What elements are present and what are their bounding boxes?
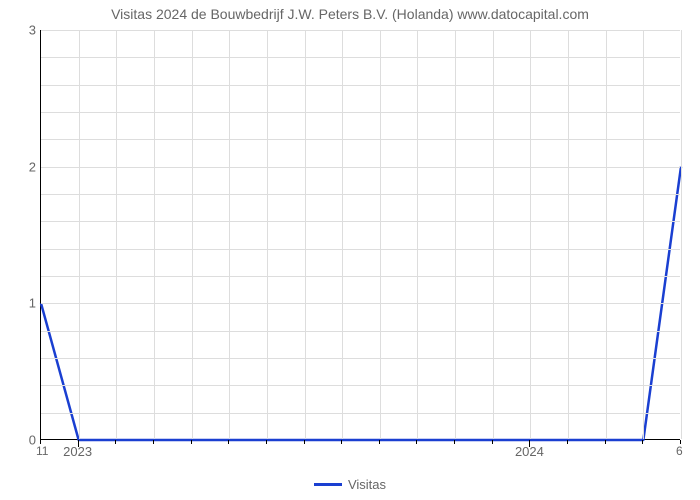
- legend-swatch: [314, 483, 342, 486]
- x-tick-label: 2023: [63, 444, 92, 459]
- chart-title: Visitas 2024 de Bouwbedrijf J.W. Peters …: [0, 6, 700, 22]
- legend-label: Visitas: [348, 477, 386, 492]
- corner-label-bottom-right: 6: [676, 444, 683, 458]
- y-tick-label: 1: [18, 296, 36, 311]
- series-line: [41, 30, 681, 440]
- y-tick-label: 2: [18, 159, 36, 174]
- legend: Visitas: [0, 476, 700, 492]
- y-tick-label: 3: [18, 23, 36, 38]
- chart-container: Visitas 2024 de Bouwbedrijf J.W. Peters …: [0, 0, 700, 500]
- corner-label-bottom-left: 11: [36, 444, 48, 458]
- y-tick-label: 0: [18, 433, 36, 448]
- plot-area: [40, 30, 680, 440]
- x-tick-label: 2024: [515, 444, 544, 459]
